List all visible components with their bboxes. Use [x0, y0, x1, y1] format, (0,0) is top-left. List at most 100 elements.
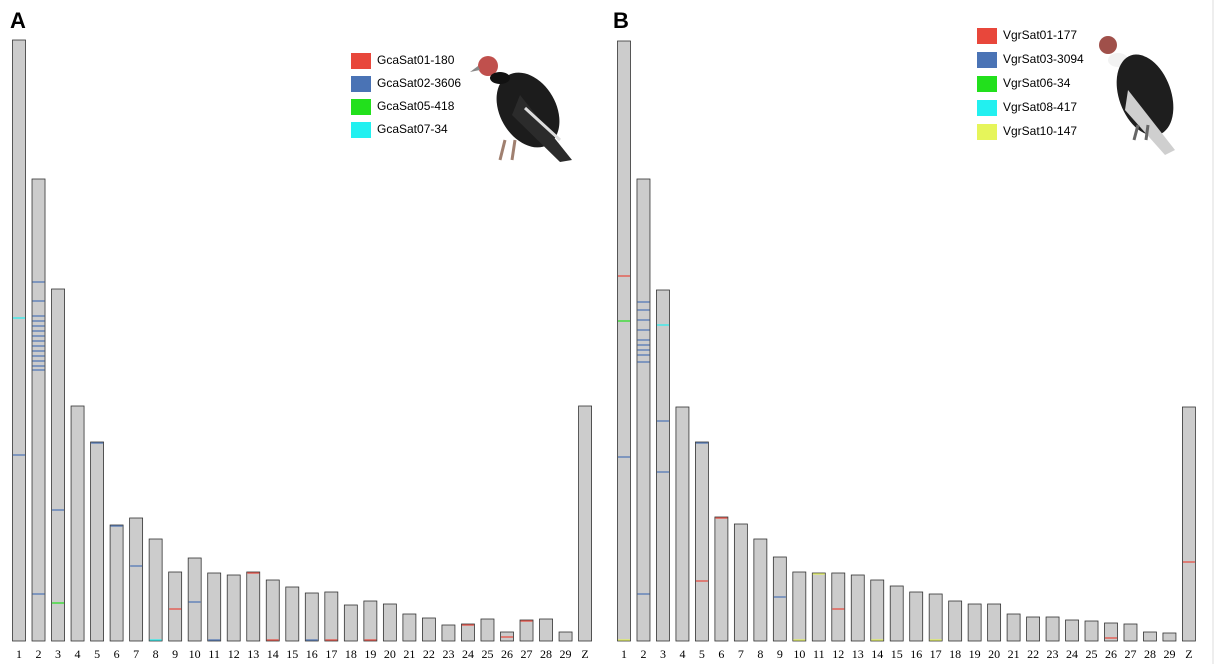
chromosome — [187, 557, 202, 642]
chromosome — [51, 288, 65, 642]
x-tick-label: 2 — [36, 647, 42, 661]
chromosome — [285, 586, 300, 642]
chromosome — [129, 517, 144, 642]
chromosome — [1182, 406, 1196, 642]
chromosome — [207, 572, 222, 642]
x-tick-label: 1 — [16, 647, 22, 661]
x-tick-label: 4 — [75, 647, 81, 661]
panel-label: A — [10, 8, 26, 33]
legend-swatch — [977, 100, 997, 116]
chromosome — [422, 617, 436, 642]
x-tick-label: 28 — [1144, 647, 1156, 661]
x-tick-label: 1 — [621, 647, 627, 661]
chromosome — [792, 571, 807, 642]
x-tick-label: 19 — [969, 647, 981, 661]
chromosome — [714, 516, 729, 642]
chromosome — [948, 600, 963, 642]
legend-label: GcaSat07-34 — [377, 122, 448, 136]
x-tick-label: 25 — [481, 647, 493, 661]
chromosome — [1104, 622, 1118, 642]
legend-swatch — [977, 52, 997, 68]
andean-condor-illustration — [1099, 36, 1175, 155]
x-tick-label: Z — [1185, 647, 1192, 661]
chromosome — [870, 579, 885, 642]
x-tick-label: 25 — [1086, 647, 1098, 661]
chromosome — [265, 579, 280, 642]
chromosome — [70, 405, 85, 642]
legend-label: VgrSat06-34 — [1003, 76, 1071, 90]
chromosome — [733, 523, 748, 642]
chromosome — [772, 556, 787, 642]
chromosome — [1084, 620, 1099, 642]
x-tick-label: 18 — [949, 647, 961, 661]
x-tick-label: 6 — [114, 647, 120, 661]
x-tick-label: 23 — [1047, 647, 1059, 661]
x-tick-label: 26 — [1105, 647, 1117, 661]
legend-label: VgrSat03-3094 — [1003, 52, 1084, 66]
chromosome — [1123, 623, 1138, 642]
x-tick-label: 18 — [345, 647, 357, 661]
x-tick-label: 21 — [1008, 647, 1020, 661]
chromosome — [148, 538, 163, 642]
x-tick-label: 13 — [852, 647, 864, 661]
x-tick-label: 28 — [540, 647, 552, 661]
chromosome — [519, 619, 534, 642]
x-tick-label: 29 — [560, 647, 572, 661]
x-tick-label: 17 — [325, 647, 337, 661]
chromosome — [246, 571, 261, 642]
chromosome — [324, 591, 339, 642]
x-tick-label: 9 — [777, 647, 783, 661]
x-tick-label: Z — [581, 647, 588, 661]
x-tick-label: 15 — [891, 647, 903, 661]
x-tick-label: 3 — [55, 647, 61, 661]
chromosome — [695, 441, 709, 642]
x-tick-label: 24 — [462, 647, 474, 661]
x-tick-label: 12 — [832, 647, 844, 661]
chromosome — [617, 40, 631, 642]
x-tick-label: 8 — [153, 647, 159, 661]
x-tick-label: 10 — [793, 647, 805, 661]
x-tick-label: 17 — [930, 647, 942, 661]
x-tick-label: 10 — [189, 647, 201, 661]
x-tick-label: 22 — [423, 647, 435, 661]
x-tick-label: 21 — [403, 647, 415, 661]
x-tick-label: 4 — [679, 647, 685, 661]
x-tick-label: 22 — [1027, 647, 1039, 661]
x-tick-label: 29 — [1163, 647, 1175, 661]
chromosome — [363, 600, 378, 642]
chromosome — [12, 39, 26, 642]
chromosome — [109, 524, 124, 642]
x-tick-label: 12 — [228, 647, 240, 661]
x-tick-label: 3 — [660, 647, 666, 661]
chromosome — [558, 631, 573, 642]
chromosome — [1143, 631, 1157, 642]
x-tick-label: 5 — [699, 647, 705, 661]
legend-swatch — [977, 124, 997, 140]
chromosome — [441, 624, 456, 642]
x-tick-label: 7 — [738, 647, 744, 661]
chromosome — [226, 574, 241, 642]
chromosome — [1006, 613, 1021, 642]
chromosome — [636, 178, 651, 642]
legend-swatch — [977, 76, 997, 92]
x-tick-label: 14 — [267, 647, 279, 661]
chromosome — [578, 405, 592, 642]
chromosome — [343, 604, 358, 642]
x-tick-label: 7 — [133, 647, 139, 661]
x-tick-label: 8 — [757, 647, 763, 661]
x-tick-label: 15 — [286, 647, 298, 661]
x-tick-label: 20 — [988, 647, 1000, 661]
x-tick-label: 24 — [1066, 647, 1078, 661]
legend-swatch — [351, 53, 371, 69]
chromosome — [850, 574, 865, 642]
chromosome — [382, 603, 397, 642]
x-tick-label: 11 — [813, 647, 825, 661]
chromosome — [402, 613, 417, 642]
chromosome — [304, 592, 319, 642]
chromosome — [90, 441, 104, 642]
legend-label: VgrSat01-177 — [1003, 28, 1077, 42]
x-tick-label: 16 — [306, 647, 318, 661]
x-tick-label: 19 — [364, 647, 376, 661]
